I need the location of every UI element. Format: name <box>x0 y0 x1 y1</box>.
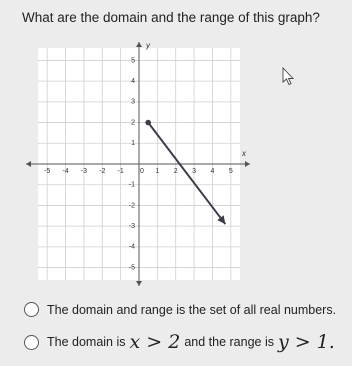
y-tick-label: 5 <box>131 57 135 64</box>
question: What are the domain and the range of thi… <box>22 10 320 25</box>
x-tick-label: 4 <box>211 168 215 175</box>
math: x > 2 <box>129 331 181 353</box>
x-tick-label: -4 <box>62 168 68 175</box>
x-tick-label: 0 <box>140 168 144 175</box>
endpoint <box>145 119 151 126</box>
radio-button[interactable] <box>24 334 39 350</box>
graph: -5 -4 -3 -2 -1 0 1 2 3 4 5 -5 -4 -3 -2 -1 1 2 3 4 5 x y <box>26 41 295 286</box>
y-tick-label: -5 <box>129 264 135 271</box>
option[interactable]: The domain and range is the set of all r… <box>24 302 336 317</box>
radio-button[interactable] <box>24 302 39 317</box>
x-tick-label: 1 <box>155 168 159 175</box>
option-text: The domain is <box>47 335 126 349</box>
y-tick-label: 4 <box>131 78 135 85</box>
x-tick-label: -3 <box>81 168 87 175</box>
y-axis-label: y <box>145 41 151 50</box>
y-tick-label: 2 <box>131 119 135 126</box>
y-tick-label: -3 <box>129 223 135 230</box>
y-tick-label: -2 <box>129 202 135 209</box>
x-tick-label: 2 <box>174 168 178 175</box>
arrowhead <box>217 215 226 225</box>
y-tick-label: -1 <box>129 182 135 189</box>
option-text: The domain and range is the set of all r… <box>47 302 337 317</box>
option-text: and the range is <box>184 335 274 349</box>
option[interactable]: The domain is x > 2 and the range is y >… <box>24 331 339 353</box>
x-tick-label: -2 <box>99 168 105 175</box>
mouse-cursor <box>282 66 295 86</box>
x-tick-label: -5 <box>44 168 50 175</box>
graph-segment <box>147 121 227 225</box>
x-tick-label: -1 <box>118 168 124 175</box>
x-tick-label: 5 <box>229 168 233 175</box>
math: y > 1. <box>277 331 335 353</box>
y-tick-label: 3 <box>131 99 135 106</box>
y-tick-label: 1 <box>131 140 135 147</box>
x-axis-label: x <box>241 149 247 158</box>
y-tick-label: -4 <box>129 244 135 251</box>
x-tick-label: 3 <box>192 168 196 175</box>
